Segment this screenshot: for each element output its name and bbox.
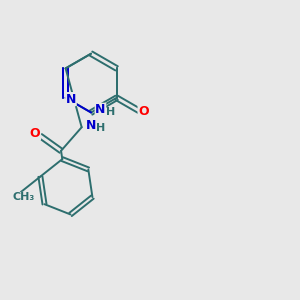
Text: O: O bbox=[30, 127, 40, 140]
Text: N: N bbox=[66, 93, 76, 106]
Text: N: N bbox=[86, 119, 96, 132]
Text: H: H bbox=[96, 123, 106, 133]
Text: H: H bbox=[106, 107, 115, 117]
Text: N: N bbox=[95, 103, 106, 116]
Text: CH₃: CH₃ bbox=[12, 193, 34, 202]
Text: O: O bbox=[138, 105, 149, 118]
